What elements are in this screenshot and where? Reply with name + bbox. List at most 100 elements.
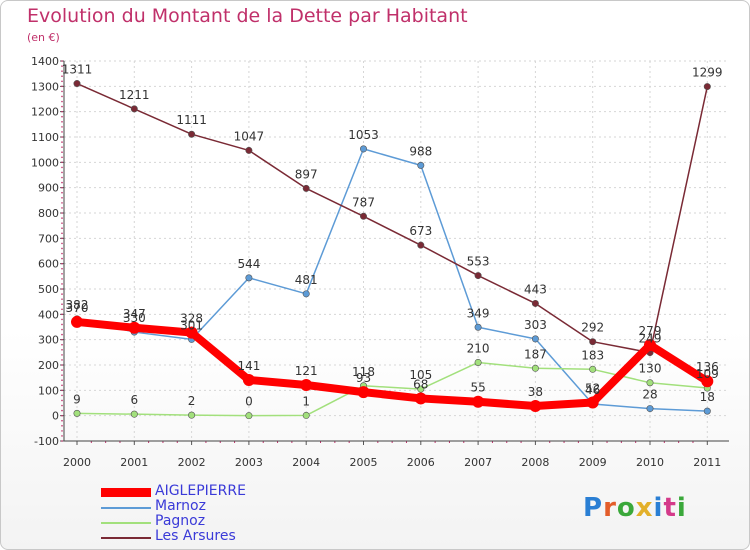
legend-label-pagnoz: Pagnoz <box>155 513 206 529</box>
data-point-pagnoz <box>73 409 81 417</box>
data-point-marnoz <box>245 274 253 282</box>
x-tick-label: 2007 <box>464 456 492 469</box>
data-point-les-arsures <box>531 299 539 307</box>
data-label-marnoz: 1053 <box>348 128 379 142</box>
data-label-pagnoz: 9 <box>73 392 81 406</box>
data-point-marnoz <box>302 290 310 298</box>
y-minor-tick <box>61 242 63 245</box>
y-minor-tick <box>61 131 63 133</box>
data-point-aiglepierre <box>644 338 656 351</box>
y-tick-label: 700 <box>38 232 59 245</box>
y-minor-tick <box>61 308 63 311</box>
y-minor-tick <box>61 354 63 356</box>
y-minor-tick <box>61 166 63 169</box>
y-minor-tick <box>61 435 63 437</box>
y-minor-tick <box>61 115 63 118</box>
data-label-pagnoz: 2 <box>188 394 196 408</box>
y-minor-tick <box>61 323 63 326</box>
y-minor-tick <box>61 343 63 346</box>
data-label-aiglepierre: 93 <box>356 371 371 385</box>
data-label-pagnoz: 109 <box>696 367 719 381</box>
legend-swatch-pagnoz <box>101 522 151 524</box>
y-minor-tick <box>61 161 63 164</box>
y-minor-tick <box>61 399 63 402</box>
data-label-aiglepierre: 52 <box>585 381 600 395</box>
y-tick-label: 500 <box>38 283 59 296</box>
data-point-les-arsures <box>703 83 711 91</box>
y-minor-tick <box>61 65 63 67</box>
x-tick-label: 2008 <box>521 456 549 469</box>
data-label-pagnoz: 0 <box>245 395 253 409</box>
data-label-marnoz: 28 <box>642 388 657 402</box>
legend-swatch-marnoz <box>101 507 151 509</box>
data-label-les-arsures: 553 <box>467 255 490 269</box>
series-line-marnoz <box>76 148 709 412</box>
data-point-les-arsures <box>417 241 425 249</box>
y-tick-label: 600 <box>38 258 59 271</box>
y-tick-label: 1200 <box>31 106 59 119</box>
data-point-pagnoz <box>417 385 425 393</box>
logo-letter: o <box>616 493 636 523</box>
y-minor-tick <box>61 197 63 199</box>
y-minor-tick <box>61 85 63 88</box>
y-tick-label: 1000 <box>31 156 59 169</box>
series-line-pagnoz <box>76 361 709 417</box>
data-label-aiglepierre: 141 <box>237 359 260 373</box>
logo-letter: i <box>653 493 664 523</box>
y-minor-tick <box>61 191 63 194</box>
data-label-aiglepierre: 136 <box>696 360 719 374</box>
y-minor-tick <box>61 430 63 432</box>
data-point-les-arsures <box>73 80 81 88</box>
x-tick-label: 2004 <box>292 456 320 469</box>
y-tick-label: 0 <box>52 410 59 423</box>
y-tick-label: -100 <box>34 435 59 448</box>
data-label-pagnoz: 183 <box>581 348 604 362</box>
y-minor-tick <box>61 273 63 275</box>
y-minor-tick <box>61 298 63 300</box>
y-tick-label: 1300 <box>31 80 59 93</box>
data-point-pagnoz <box>589 365 597 373</box>
x-tick-label: 2001 <box>120 456 148 469</box>
data-point-pagnoz <box>188 411 196 419</box>
data-label-pagnoz: 105 <box>409 368 432 382</box>
data-label-pagnoz: 1 <box>302 394 310 408</box>
y-minor-tick <box>61 338 63 341</box>
data-point-les-arsures <box>589 338 597 346</box>
data-point-aiglepierre <box>701 375 714 388</box>
y-minor-tick <box>61 414 63 417</box>
y-minor-tick <box>61 227 63 229</box>
y-minor-tick <box>61 207 63 209</box>
data-point-aiglepierre <box>300 379 313 392</box>
x-tick-label: 2000 <box>63 456 91 469</box>
unit-label: (en €) <box>27 31 60 44</box>
data-label-aiglepierre: 347 <box>123 307 146 321</box>
y-minor-tick <box>61 95 63 98</box>
y-minor-tick <box>61 105 63 108</box>
legend-label-aiglepierre: AIGLEPIERRE <box>155 483 246 499</box>
data-label-les-arsures: 443 <box>524 282 547 296</box>
data-point-aiglepierre <box>357 386 370 399</box>
x-tick-label: 2005 <box>350 456 378 469</box>
y-minor-tick <box>61 202 63 204</box>
y-minor-tick <box>61 247 63 250</box>
data-label-marnoz: 46 <box>585 383 600 397</box>
x-tick-label: 2002 <box>178 456 206 469</box>
y-minor-tick <box>61 440 63 442</box>
logo-letter: x <box>635 493 654 523</box>
data-point-aiglepierre <box>71 315 83 328</box>
data-label-marnoz: 301 <box>180 318 203 332</box>
data-point-les-arsures <box>359 212 367 220</box>
data-label-pagnoz: 118 <box>352 365 375 379</box>
data-point-marnoz <box>474 323 482 331</box>
y-minor-tick <box>61 293 63 295</box>
data-point-pagnoz <box>531 364 539 372</box>
y-tick-label: 200 <box>38 359 59 372</box>
y-minor-tick <box>61 126 63 128</box>
y-minor-tick <box>61 257 63 260</box>
x-tick-label: 2006 <box>407 456 435 469</box>
data-point-les-arsures <box>302 184 310 192</box>
y-minor-tick <box>61 110 63 113</box>
data-label-les-arsures: 1111 <box>176 113 207 127</box>
data-label-pagnoz: 6 <box>130 393 138 407</box>
